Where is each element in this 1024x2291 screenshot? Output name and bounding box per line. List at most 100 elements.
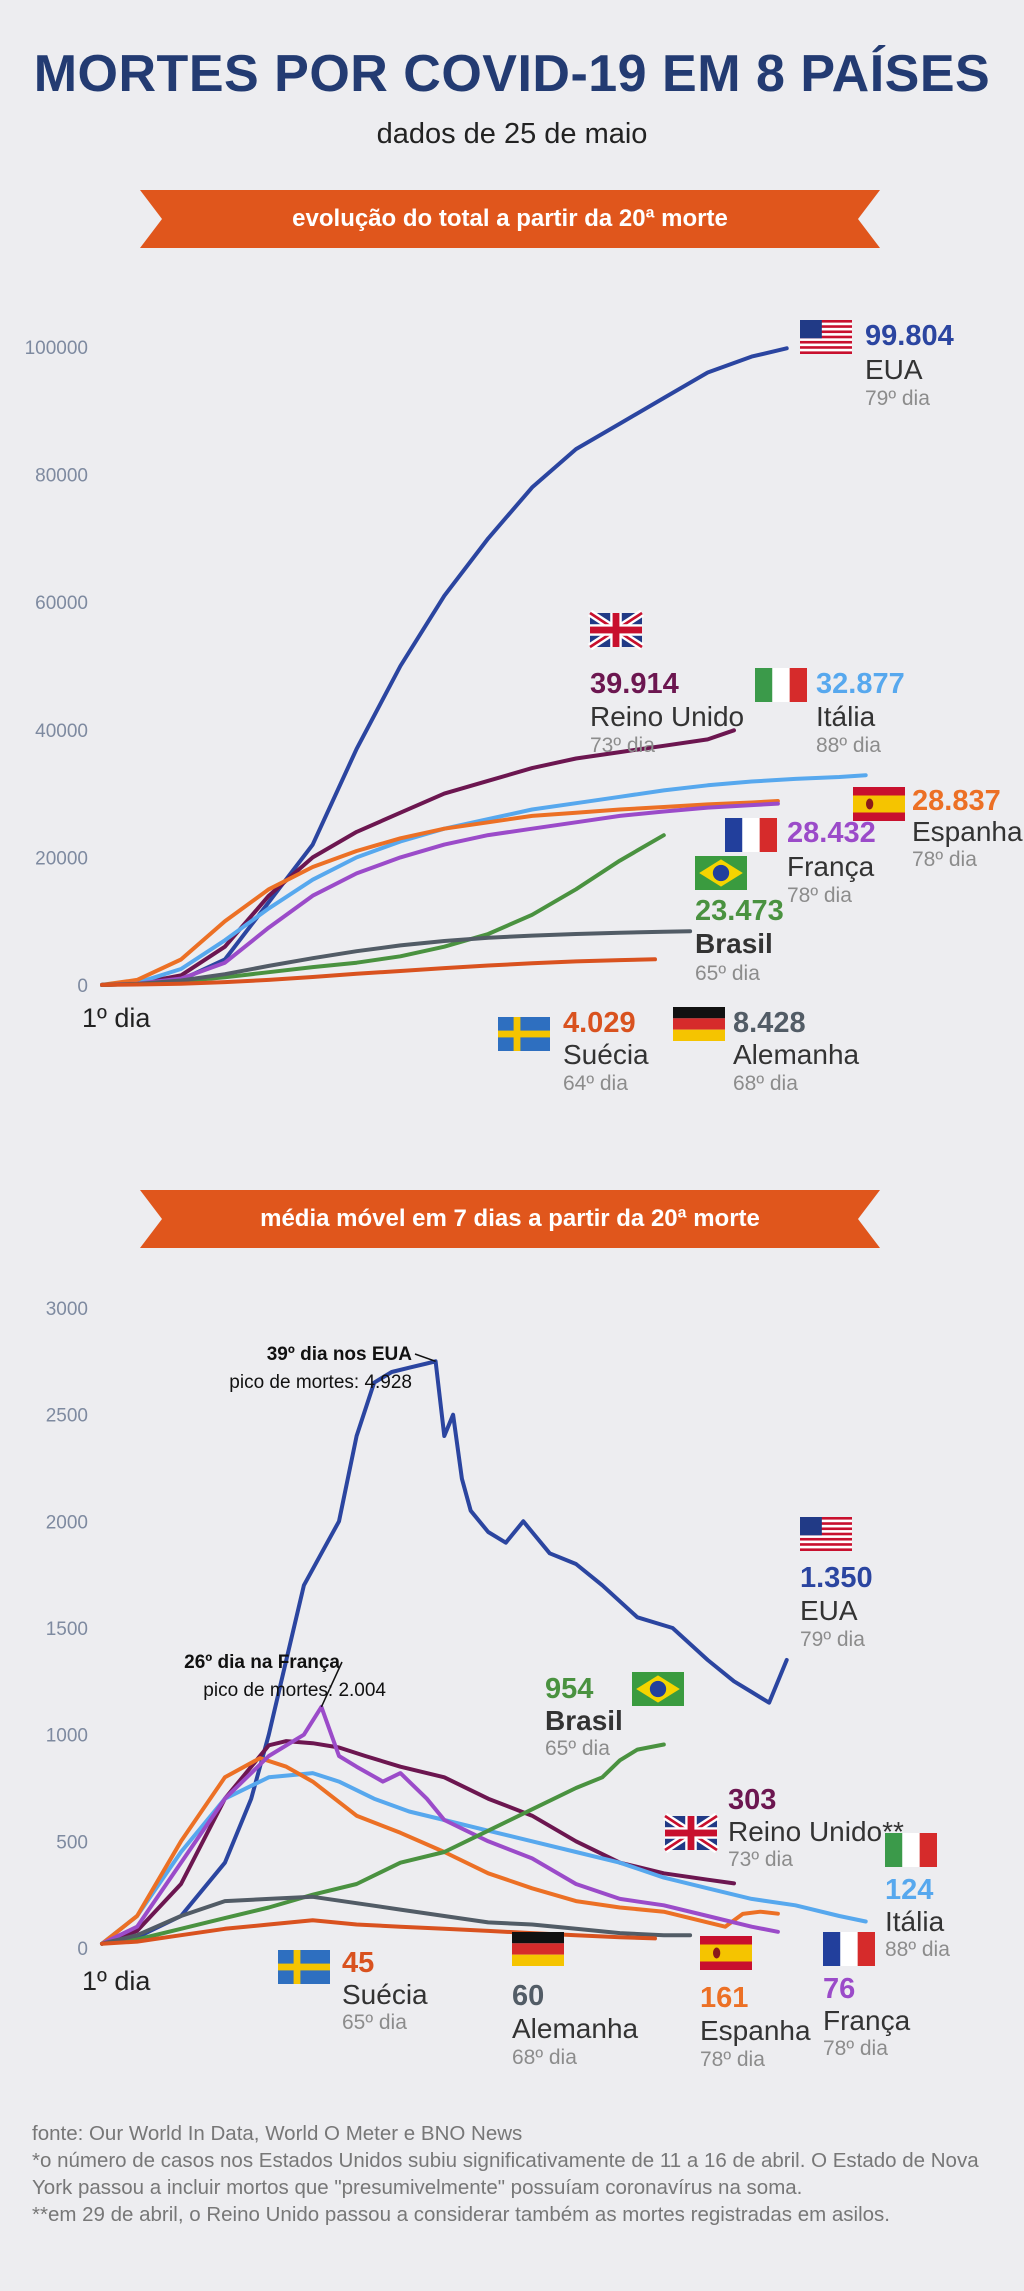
chart2-lastday-brasil: 65º dia (545, 1737, 610, 1760)
chart2-x-start-label: 1º dia (82, 1966, 151, 1996)
flag-franca-icon (725, 818, 777, 852)
chart1-lastday-italia: 88º dia (816, 734, 881, 757)
chart1-series-line-suecia (100, 957, 657, 987)
flag-italia-icon (885, 1833, 937, 1867)
chart2-value-eua: 1.350 (800, 1562, 873, 1594)
chart1-lastday-espanha: 78º dia (912, 848, 977, 871)
chart1-title: evolução do total a partir da 20ª morte (292, 205, 728, 232)
chart2-ytick-1000: 1000 (46, 1726, 88, 1747)
chart2-series-line-alemanha (100, 1894, 693, 1946)
chart1-series-line-eua (100, 346, 789, 987)
chart1-name-brasil: Brasil (695, 928, 773, 959)
chart2-moving-average: 0 500 1000 1500 2000 2500 3000 1º dia 1.350EUA79… (46, 1299, 950, 2071)
chart1-value-brasil: 23.473 (695, 895, 784, 927)
chart1-value-italia: 32.877 (816, 668, 905, 700)
chart1-value-espanha: 28.837 (912, 785, 1001, 817)
chart2-value-brasil: 954 (545, 1673, 593, 1705)
chart2-name-brasil: Brasil (545, 1705, 623, 1736)
flag-alemanha-icon (673, 1007, 725, 1041)
chart1-name-reino-unido: Reino Unido (590, 701, 744, 732)
chart2-lastday-alemanha: 68º dia (512, 2046, 577, 2069)
footnote-source: fonte: Our World In Data, World O Meter … (32, 2122, 523, 2145)
chart2-ytick-500: 500 (56, 1832, 88, 1853)
chart2-series-line-suecia (100, 1918, 657, 1946)
flag-eua-icon (800, 320, 852, 354)
flag-espanha-icon (700, 1936, 752, 1970)
footnote-usa: *o número de casos nos Estados Unidos su… (32, 2149, 979, 2199)
chart2-annotation-leader-eua (414, 1353, 436, 1363)
chart2-annotation-eua: 39º dia nos EUA pico de mortes: 4.928 (229, 1344, 436, 1393)
chart1-lastday-eua: 79º dia (865, 387, 930, 410)
chart2-value-espanha: 161 (700, 1982, 748, 2014)
chart1-ytick-40000: 40000 (35, 721, 88, 742)
flag-reino-unido-icon (587, 609, 645, 651)
chart1-series-line-reino-unido (100, 728, 736, 987)
chart2-lastday-reino-unido: 73º dia (728, 1848, 793, 1871)
chart2-name-suecia: Suécia (342, 1979, 428, 2010)
chart1-title-banner: evolução do total a partir da 20ª morte (140, 190, 880, 248)
chart1-value-eua: 99.804 (865, 320, 954, 352)
flag-suecia-icon (278, 1950, 330, 1984)
chart1-x-start-label: 1º dia (82, 1003, 151, 1033)
chart1-name-franca: França (787, 851, 875, 882)
chart2-title-banner: média móvel em 7 dias a partir da 20ª mo… (140, 1190, 880, 1248)
chart2-name-franca: França (823, 2005, 911, 2036)
flag-alemanha-icon (512, 1932, 564, 1966)
chart1-value-alemanha: 8.428 (733, 1007, 806, 1039)
chart2-series-line-brasil (100, 1742, 666, 1946)
chart2-ytick-0: 0 (77, 1939, 88, 1960)
chart2-ytick-2000: 2000 (46, 1512, 88, 1533)
chart1-name-alemanha: Alemanha (733, 1039, 860, 1070)
flag-italia-icon (755, 668, 807, 702)
chart2-lastday-espanha: 78º dia (700, 2048, 765, 2071)
flag-espanha-icon (853, 787, 905, 821)
chart2-annotation-franca: 26º dia na França pico de mortes: 2.004 (184, 1652, 386, 1708)
page-subtitle: dados de 25 de maio (376, 118, 648, 150)
chart1-lastday-franca: 78º dia (787, 884, 852, 907)
chart1-value-suecia: 4.029 (563, 1007, 636, 1039)
chart2-series-line-eua (100, 1359, 789, 1946)
chart1-series-line-italia (100, 773, 868, 987)
chart1-ytick-60000: 60000 (35, 593, 88, 614)
chart1-lastday-brasil: 65º dia (695, 962, 760, 985)
flag-eua-icon (800, 1517, 852, 1551)
chart2-value-alemanha: 60 (512, 1980, 544, 2012)
chart2-name-reino-unido: Reino Unido** (728, 1816, 904, 1847)
chart1-name-suecia: Suécia (563, 1039, 649, 1070)
chart2-series-line-italia (100, 1771, 868, 1946)
chart2-annotation-peak-franca: pico de mortes: 2.004 (203, 1680, 386, 1701)
flag-reino-unido-icon (662, 1812, 720, 1854)
chart2-value-reino-unido: 303 (728, 1784, 776, 1816)
chart1-series-line-franca (100, 801, 780, 987)
chart2-annotation-title-franca: 26º dia na França (184, 1652, 340, 1673)
chart1-lastday-reino-unido: 73º dia (590, 734, 655, 757)
chart2-lastday-italia: 88º dia (885, 1938, 950, 1961)
flag-suecia-icon (498, 1017, 550, 1051)
chart1-value-franca: 28.432 (787, 817, 876, 849)
chart2-series-line-espanha (100, 1756, 780, 1946)
chart2-ytick-2500: 2500 (46, 1406, 88, 1427)
chart1-ytick-20000: 20000 (35, 848, 88, 869)
chart2-ytick-3000: 3000 (46, 1299, 88, 1320)
footnote-uk: **em 29 de abril, o Reino Unido passou a… (32, 2203, 890, 2226)
chart2-lastday-franca: 78º dia (823, 2037, 888, 2060)
footnotes: fonte: Our World In Data, World O Meter … (32, 2120, 1012, 2228)
chart1-ytick-100000: 100000 (25, 338, 88, 359)
chart2-annotation-title-eua: 39º dia nos EUA (267, 1344, 413, 1365)
chart2-name-italia: Itália (885, 1906, 945, 1937)
chart2-name-eua: EUA (800, 1595, 858, 1626)
chart2-ytick-1500: 1500 (46, 1619, 88, 1640)
chart1-lastday-suecia: 64º dia (563, 1072, 628, 1095)
chart2-value-franca: 76 (823, 1973, 855, 2005)
